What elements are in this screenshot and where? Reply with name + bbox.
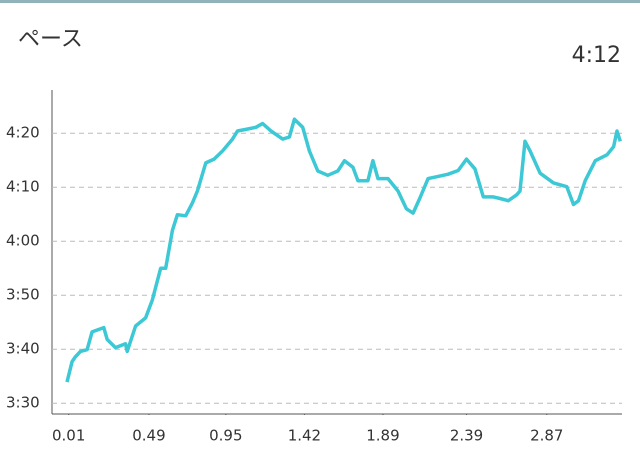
x-tick-label: 0.01 — [52, 427, 85, 445]
x-tick-label: 1.42 — [288, 427, 321, 445]
y-tick-label: 3:40 — [6, 340, 40, 358]
y-tick-label: 3:50 — [6, 286, 40, 304]
x-tick-label: 0.49 — [132, 427, 165, 445]
pace-line — [65, 117, 622, 383]
chart-title: ペース — [18, 27, 83, 52]
x-tick-label: 0.95 — [209, 427, 242, 445]
top-bar — [0, 0, 640, 3]
x-tick-label: 1.89 — [366, 427, 399, 445]
x-tick-label: 2.87 — [530, 427, 563, 445]
y-tick-label: 4:00 — [6, 232, 40, 250]
x-tick-label: 2.39 — [450, 427, 483, 445]
y-tick-label: 4:10 — [6, 178, 40, 196]
y-tick-label: 3:30 — [6, 394, 40, 412]
y-tick-label: 4:20 — [6, 124, 40, 142]
current-pace: 4:12 — [572, 43, 621, 68]
